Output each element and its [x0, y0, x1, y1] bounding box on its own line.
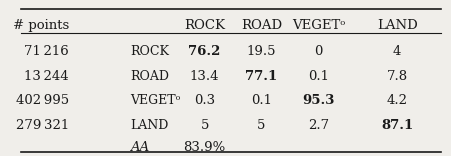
Text: ROAD: ROAD — [241, 19, 282, 32]
Text: VEGETᵒ: VEGETᵒ — [130, 94, 181, 107]
Text: 4.2: 4.2 — [387, 94, 408, 107]
Text: 87.1: 87.1 — [381, 119, 413, 132]
Text: 5: 5 — [201, 119, 209, 132]
Text: # points: # points — [13, 19, 69, 32]
Text: LAND: LAND — [130, 119, 169, 132]
Text: AA: AA — [130, 141, 150, 154]
Text: ROCK: ROCK — [130, 45, 169, 58]
Text: 13 244: 13 244 — [24, 70, 69, 83]
Text: 77.1: 77.1 — [245, 70, 278, 83]
Text: 2.7: 2.7 — [308, 119, 329, 132]
Text: 0.1: 0.1 — [251, 94, 272, 107]
Text: ROCK: ROCK — [184, 19, 225, 32]
Text: 0.1: 0.1 — [308, 70, 329, 83]
Text: 0.3: 0.3 — [194, 94, 215, 107]
Text: 71 216: 71 216 — [24, 45, 69, 58]
Text: 76.2: 76.2 — [189, 45, 221, 58]
Text: 83.9%: 83.9% — [184, 141, 226, 154]
Text: 7.8: 7.8 — [387, 70, 408, 83]
Text: 402 995: 402 995 — [16, 94, 69, 107]
Text: 279 321: 279 321 — [16, 119, 69, 132]
Text: LAND: LAND — [377, 19, 418, 32]
Text: VEGETᵒ: VEGETᵒ — [292, 19, 345, 32]
Text: ROAD: ROAD — [130, 70, 169, 83]
Text: 19.5: 19.5 — [247, 45, 276, 58]
Text: 4: 4 — [393, 45, 401, 58]
Text: 0: 0 — [314, 45, 322, 58]
Text: 95.3: 95.3 — [302, 94, 335, 107]
Text: 5: 5 — [258, 119, 266, 132]
Text: 13.4: 13.4 — [190, 70, 219, 83]
